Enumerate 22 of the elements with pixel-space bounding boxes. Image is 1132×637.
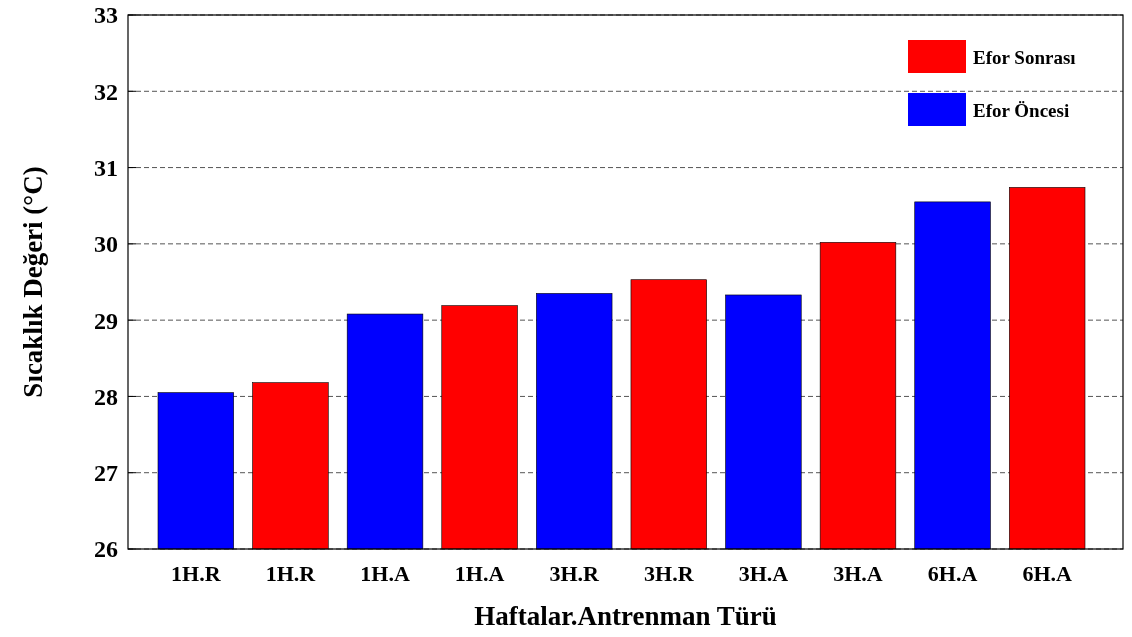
x-tick-label: 1H.A: [360, 561, 410, 586]
x-tick-label: 1H.A: [454, 561, 505, 586]
y-tick-label: 31: [94, 154, 118, 181]
y-tick-label: 28: [94, 383, 118, 410]
y-tick-label: 30: [94, 231, 118, 258]
x-axis-title: Haftalar.Antrenman Türü: [474, 601, 777, 631]
x-tick-label: 1H.R: [171, 561, 222, 586]
x-tick-label: 3H.R: [644, 561, 695, 586]
y-tick-label: 33: [94, 2, 118, 29]
x-tick-label: 3H.R: [549, 561, 601, 586]
x-tick-label: 3H.A: [738, 561, 789, 586]
legend-label: Efor Sonrası: [973, 46, 1076, 68]
x-tick-label: 1H.R: [265, 561, 317, 586]
y-tick-label: 27: [94, 460, 118, 487]
y-axis-title: Sıcaklık Değeri (°C): [18, 166, 48, 398]
x-tick-label: 3H.A: [833, 561, 883, 586]
x-tick-label: 6H.A: [927, 561, 978, 586]
x-tick-label: 6H.A: [1022, 561, 1073, 586]
legend-label: Efor Öncesi: [973, 99, 1070, 121]
y-tick-label: 26: [94, 536, 118, 563]
y-tick-label: 29: [94, 307, 118, 334]
y-tick-label: 32: [94, 78, 118, 105]
